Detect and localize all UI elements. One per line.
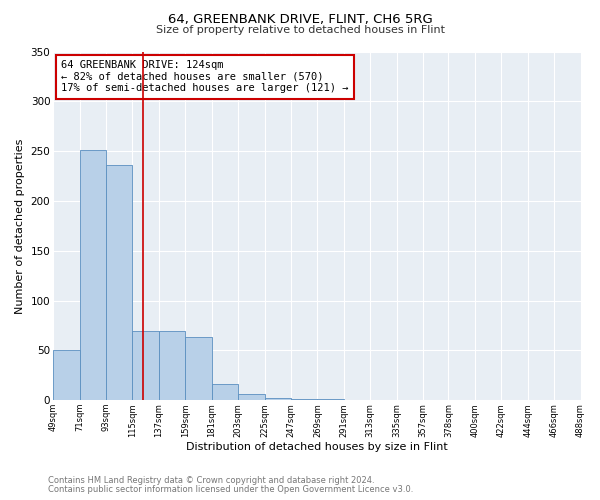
Text: Contains HM Land Registry data © Crown copyright and database right 2024.: Contains HM Land Registry data © Crown c… bbox=[48, 476, 374, 485]
Bar bbox=[265, 398, 291, 400]
Bar bbox=[185, 338, 212, 400]
Text: Size of property relative to detached houses in Flint: Size of property relative to detached ho… bbox=[155, 25, 445, 35]
Bar bbox=[212, 384, 238, 400]
Bar bbox=[53, 350, 80, 400]
Text: 64 GREENBANK DRIVE: 124sqm
← 82% of detached houses are smaller (570)
17% of sem: 64 GREENBANK DRIVE: 124sqm ← 82% of deta… bbox=[61, 60, 349, 94]
Text: Contains public sector information licensed under the Open Government Licence v3: Contains public sector information licen… bbox=[48, 484, 413, 494]
Bar bbox=[317, 399, 344, 400]
Bar bbox=[291, 399, 317, 400]
Bar bbox=[133, 332, 159, 400]
Bar bbox=[106, 165, 133, 400]
Bar bbox=[80, 150, 106, 400]
Bar bbox=[238, 394, 265, 400]
Text: 64, GREENBANK DRIVE, FLINT, CH6 5RG: 64, GREENBANK DRIVE, FLINT, CH6 5RG bbox=[167, 12, 433, 26]
Y-axis label: Number of detached properties: Number of detached properties bbox=[15, 138, 25, 314]
Bar bbox=[159, 332, 185, 400]
X-axis label: Distribution of detached houses by size in Flint: Distribution of detached houses by size … bbox=[186, 442, 448, 452]
